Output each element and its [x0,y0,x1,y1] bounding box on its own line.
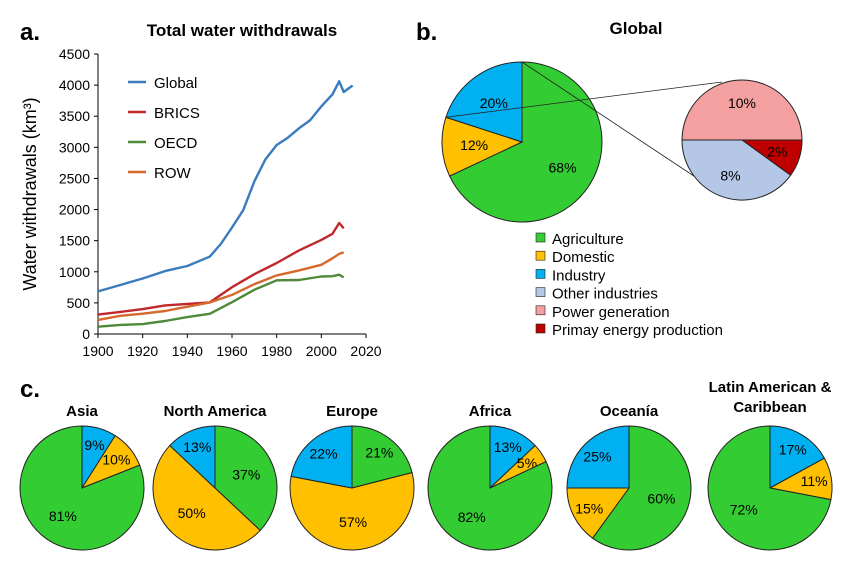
panel-letter-a: a. [20,19,40,46]
pie-latin-american-caribbean-title: Latin American & [709,379,832,396]
x-tick-label: 1940 [172,343,203,359]
legend-swatch-agriculture [535,232,546,243]
panel-letter-c: c. [20,376,40,403]
global-slice-domestic [441,116,524,177]
breakdown-label-primay-energy-production: 2% [767,143,787,159]
legend-label-power-generation: Power generation [552,304,670,321]
pie-africa-title: Africa [469,403,512,420]
pie-north-america-slice-agriculture [214,425,278,532]
legend-label-industry: Industry [552,267,606,284]
y-tick-label: 500 [67,295,91,311]
pie-europe-slice-agriculture [351,425,413,489]
pie-north-america-label-agriculture: 37% [232,466,260,482]
pie-asia-label-domestic: 10% [102,452,130,468]
pie-europe-label-domestic: 57% [339,514,367,530]
legend-label-row: ROW [154,165,192,182]
breakdown-label-other-industries: 8% [720,167,740,183]
global-pie-chart: Global 68% 12% 20% 10% 2% 8% AgricultureDomesti… [441,19,803,339]
series-line-oecd [97,273,345,328]
legend-label-primay-energy-production: Primay energy production [552,322,723,339]
connector-line-top [445,81,723,118]
y-tick-label: 3500 [59,108,90,124]
pie-north-america-title: North America [164,403,267,420]
pie-ocean-a-slice-industry [566,425,630,489]
breakdown-slice-other-industries [681,139,792,201]
pie-ocean-a-label-industry: 25% [583,448,611,464]
pie-europe-slice-industry [290,425,353,489]
global-pie-title: Global [610,19,663,38]
pie-ocean-a-label-agriculture: 60% [647,491,675,507]
pie-latin-american-caribbean-title: Caribbean [733,399,806,416]
series-line-row [97,251,345,322]
pie-latin-american-caribbean-label-industry: 17% [779,442,807,458]
legend-swatch-primay-energy-production [535,323,546,334]
y-tick-label: 3000 [59,139,90,155]
global-slice-industry [445,61,523,143]
legend-label-domestic: Domestic [552,249,615,266]
pie-asia-label-agriculture: 81% [49,508,77,524]
pie-africa-label-agriculture: 82% [458,509,486,525]
pie-latin-american-caribbean-label-domestic: 11% [801,473,828,489]
global-label-agriculture: 68% [549,160,577,176]
legend-swatch-domestic [535,250,546,261]
y-tick-label: 1000 [59,264,90,280]
legend-label-brics: BRICS [154,105,200,122]
pie-europe-slice-domestic [289,471,415,551]
line-chart-title: Total water withdrawals [147,21,338,40]
pie-ocean-a-slice-domestic [566,487,630,539]
legend-swatch-other-industries [535,287,546,297]
legend-label-global: Global [154,75,197,92]
pie-north-america-slice-industry [169,425,216,490]
legend-label-other-industries: Other industries [552,286,658,303]
pie-asia-slice-agriculture [19,425,145,551]
y-tick-label: 2000 [59,202,90,218]
series-line-global [97,80,354,293]
pie-north-america-slice-domestic [152,444,261,551]
pie-europe-title: Europe [326,403,378,420]
x-tick-label: 2000 [306,343,337,359]
connector-line-bottom [521,61,728,199]
x-tick-label: 1900 [82,343,113,359]
y-tick-label: 2500 [59,170,90,186]
legend-label-agriculture: Agriculture [552,231,624,248]
y-tick-label: 4000 [59,77,90,93]
line-chart-total-withdrawals: Total water withdrawals 0 500 1000 1500 2000 2… [20,21,382,359]
pie-north-america-label-domestic: 50% [178,505,206,521]
y-tick-label: 1500 [59,233,90,249]
pie-asia-label-industry: 9% [84,437,104,453]
legend-swatch-power-generation [535,305,546,316]
global-label-domestic: 12% [460,137,488,153]
y-tick-label: 0 [82,326,90,342]
breakdown-slice-power-generation [681,79,803,141]
pie-north-america-label-industry: 13% [183,439,211,455]
regional-pie-charts: Asia 9%10% 81% North America 37% 50% 13% Europe… [19,379,833,551]
pie-latin-american-caribbean-slice-agriculture [707,425,832,551]
x-tick-label: 1920 [127,343,158,359]
pie-ocean-a-label-domestic: 15% [575,500,603,516]
x-tick-label: 1960 [216,343,247,359]
pie-europe-label-industry: 22% [310,446,338,462]
y-tick-label: 4500 [59,46,90,62]
legend-label-oecd: OECD [154,135,198,152]
pie-ocean-a-title: Oceanía [600,403,659,420]
legend-swatch-industry [535,269,546,279]
pie-ocean-a-slice-agriculture [591,425,692,551]
pie-africa-label-domestic: 5% [517,455,537,471]
series-line-brics [97,221,345,316]
pie-europe-label-agriculture: 21% [365,445,393,461]
pie-latin-american-caribbean-slice-industry [769,425,826,489]
global-label-industry: 20% [480,95,508,111]
pie-asia-title: Asia [66,403,98,420]
x-tick-label: 2020 [350,343,381,359]
y-axis-label: Water withdrawals (km³) [20,97,40,290]
panel-letter-b: b. [416,19,437,46]
pie-africa-slice-agriculture [427,425,553,551]
breakdown-label-power-generation: 10% [728,95,756,111]
x-tick-label: 1980 [261,343,292,359]
pie-latin-american-caribbean-label-agriculture: 72% [730,502,758,518]
pie-africa-label-industry: 13% [494,439,522,455]
